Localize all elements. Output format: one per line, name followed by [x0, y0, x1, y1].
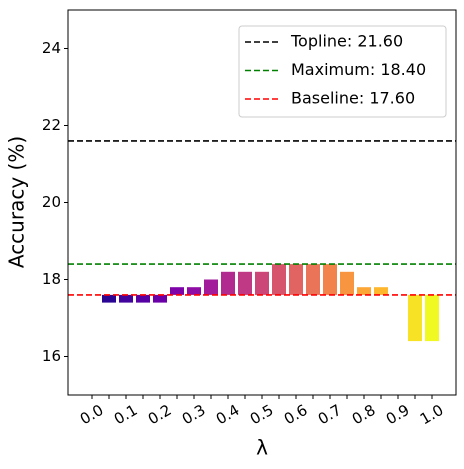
legend-label: Maximum: 18.40 [291, 60, 426, 79]
bar [255, 271, 269, 295]
x-tick-label: 0.4 [213, 401, 243, 429]
x-tick-label: 0.9 [383, 401, 413, 429]
bar [170, 287, 184, 295]
bar [221, 271, 235, 295]
bar [289, 264, 303, 295]
y-axis-label: Accuracy (%) [5, 136, 29, 268]
x-tick-label: 0.0 [77, 401, 107, 429]
x-axis-label: λ [256, 436, 268, 460]
x-tick-label: 0.2 [145, 401, 175, 429]
legend-box [238, 25, 447, 118]
bar [357, 287, 371, 295]
bar [323, 264, 337, 295]
bar [306, 264, 320, 295]
x-tick-label: 0.5 [247, 401, 277, 429]
bar [102, 294, 116, 303]
plot-frame [67, 9, 457, 396]
y-tick-label: 24 [42, 39, 61, 57]
bar [408, 294, 422, 342]
x-tick-label: 0.3 [179, 401, 209, 429]
y-tick-label: 20 [42, 193, 61, 211]
x-tick-label: 1.0 [417, 401, 447, 429]
bar [272, 264, 286, 295]
legend-label: Topline: 21.60 [290, 32, 403, 51]
x-tick-label: 0.7 [315, 401, 345, 429]
bar [136, 294, 150, 303]
legend: Topline: 21.60 Maximum: 18.40 Baseline: 17… [238, 25, 447, 118]
x-tick-label: 0.8 [349, 401, 379, 429]
y-tick-label: 22 [42, 116, 61, 134]
bar [204, 279, 218, 295]
bar [238, 271, 252, 295]
legend-label: Baseline: 17.60 [291, 89, 415, 108]
y-tick-label: 18 [42, 270, 61, 288]
bar [425, 294, 439, 342]
y-tick-label: 16 [42, 347, 61, 365]
bar [119, 294, 133, 303]
bar [153, 294, 167, 303]
bar [187, 287, 201, 295]
x-tick-label: 0.1 [111, 401, 141, 429]
x-tick-label: 0.6 [281, 401, 311, 429]
bar [340, 271, 354, 295]
bar [374, 287, 388, 295]
